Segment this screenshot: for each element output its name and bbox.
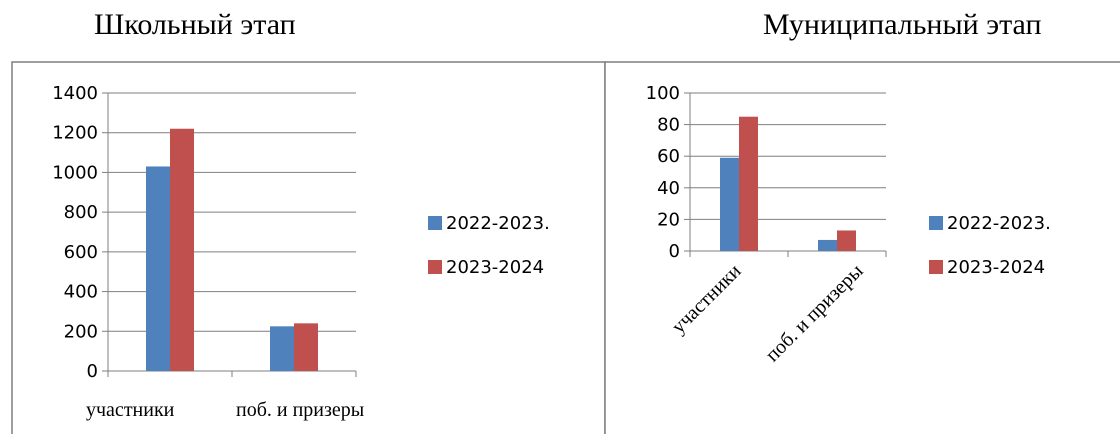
- chart-frame-municipal: [604, 61, 1120, 434]
- y-tick-label-school-3: 600: [64, 242, 98, 263]
- legend-label-school-1: 2023-2024: [446, 257, 544, 278]
- y-tick-label-school-6: 1200: [52, 123, 98, 144]
- y-tick-label-school-2: 400: [64, 282, 98, 303]
- bar-school-series2-1: [294, 323, 318, 371]
- y-tick-label-municipal-1: 20: [657, 209, 680, 230]
- bar-school-series1-1: [270, 326, 294, 371]
- legend-swatch-municipal-1: [929, 260, 943, 274]
- y-tick-label-municipal-5: 100: [646, 83, 680, 104]
- category-label-school-0: участники: [86, 399, 175, 421]
- y-tick-label-municipal-0: 0: [669, 241, 680, 262]
- chart-frame-school: [11, 61, 606, 434]
- y-tick-label-municipal-2: 40: [657, 178, 680, 199]
- legend-label-municipal-0: 2022-2023.: [947, 213, 1051, 234]
- y-tick-label-municipal-4: 80: [657, 115, 680, 136]
- y-tick-label-school-0: 0: [87, 361, 98, 382]
- bar-municipal-series1-0: [720, 157, 739, 251]
- bar-school-series2-0: [170, 128, 194, 371]
- legend-swatch-school-0: [428, 216, 442, 230]
- chart-title-municipal: Муниципальный этап: [763, 8, 1042, 41]
- category-label-school-1: поб. и призеры: [236, 399, 364, 421]
- legend-swatch-school-1: [428, 260, 442, 274]
- y-tick-label-school-5: 1000: [52, 162, 98, 183]
- y-tick-label-school-1: 200: [64, 321, 98, 342]
- legend-label-municipal-1: 2023-2024: [947, 257, 1045, 278]
- bar-school-series1-0: [146, 166, 170, 371]
- legend-swatch-municipal-0: [929, 216, 943, 230]
- bar-municipal-series2-1: [837, 230, 856, 251]
- bar-municipal-series1-1: [818, 239, 837, 251]
- bar-municipal-series2-0: [739, 116, 758, 251]
- legend-label-school-0: 2022-2023.: [446, 213, 550, 234]
- y-tick-label-school-7: 1400: [52, 83, 98, 104]
- y-tick-label-school-4: 800: [64, 202, 98, 223]
- y-tick-label-municipal-3: 60: [657, 146, 680, 167]
- chart-title-school: Школьный этап: [94, 8, 296, 41]
